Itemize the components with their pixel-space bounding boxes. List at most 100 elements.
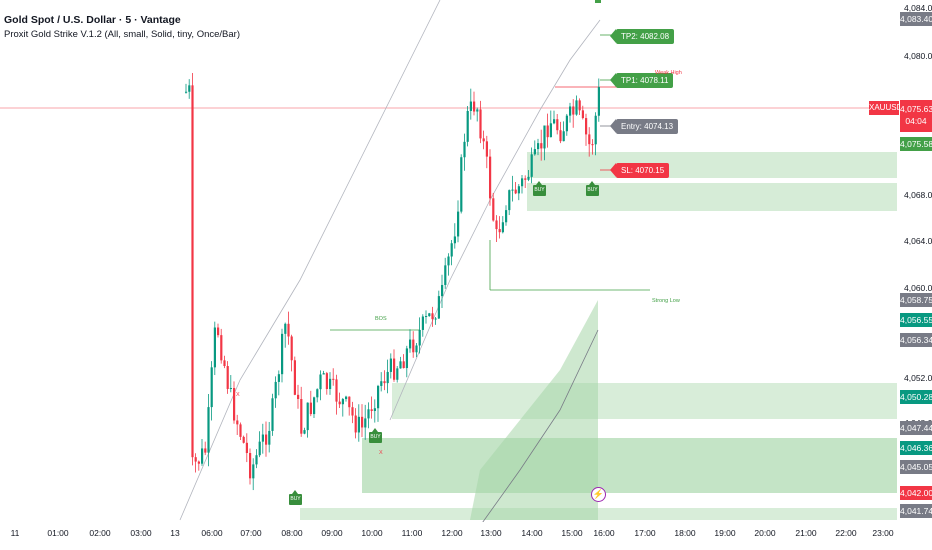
candle-body [479,109,482,139]
candle-body [393,358,396,380]
candle-body [242,436,245,443]
candle-body [277,374,280,382]
candle-body [415,345,418,353]
candle-body [249,453,252,479]
candle-body [460,157,463,212]
candle-body [373,408,376,411]
candle-body [252,464,255,479]
indicator-legend[interactable]: Proxit Gold Strike V.1.2 (All, small, So… [4,29,241,40]
candle-body [425,316,428,318]
candle-body [306,402,309,431]
candle-body [505,210,508,223]
candle-body [377,385,380,409]
time-tick: 08:00 [281,528,303,538]
demand-zone [362,438,897,493]
time-tick: 03:00 [130,528,152,538]
candle-body [588,134,591,145]
candle-body [185,91,188,93]
candle-body [364,418,367,428]
chart-title[interactable]: Gold Spot / U.S. Dollar · 5 · Vantage [4,14,181,26]
candle-body [191,85,194,458]
candle-body [569,106,572,116]
time-tick: 11:00 [401,528,423,538]
demand-zone [392,383,897,419]
candle-body [229,388,232,390]
candle-body [495,220,498,230]
time-tick: 13:00 [480,528,502,538]
entry-label: Entry: 4074.13 [609,119,679,134]
candle-body [591,144,594,146]
candle-body [348,396,351,408]
candle-body [210,367,213,408]
candle-body [335,379,338,402]
channel-line [179,0,441,521]
candle-body [517,186,520,194]
candle-body [316,389,319,398]
candle-body [258,441,261,456]
price-label: 4,050.28 [900,390,932,404]
candle-body [514,189,517,194]
candle-body [322,373,325,375]
candle-body [293,360,296,395]
candle-body [201,448,204,464]
candle-body [303,430,306,434]
candle-body [466,110,469,142]
candle-body [565,115,568,132]
candle-body [332,378,335,380]
candle-body [501,222,504,233]
candle-body [559,130,562,142]
candle-body [469,101,472,111]
lightning-icon[interactable]: ⚡ [591,487,606,502]
time-tick: 15:00 [561,528,583,538]
time-tick: 20:00 [754,528,776,538]
candle-body [405,348,408,369]
candle-body [239,424,242,437]
candle-body [521,178,524,187]
price-tick: 4,068.00 [904,190,932,200]
candle-body [300,399,303,434]
time-tick: 14:00 [521,528,543,538]
price-label: 4,046.36 [900,441,932,455]
candle-body [527,176,530,180]
buy-signal-icon: BUY [369,428,382,443]
candle-body [511,189,514,191]
tp1-label: TP1: 4078.11 [609,73,674,88]
candle-body [271,398,274,431]
time-tick: 06:00 [201,528,223,538]
candle-body [217,327,220,336]
candle-body [290,336,293,361]
candle-body [485,141,488,157]
candle-body [194,457,197,462]
candle-body [197,461,200,464]
price-label: 4,056.55 [900,313,932,327]
candle-body [431,313,434,320]
x-marker: X [236,392,240,398]
candle-body [261,434,264,442]
bos-label: BOS [375,316,387,322]
price-label: 4,047.44 [900,421,932,435]
time-tick: 01:00 [47,528,69,538]
candle-body [428,313,431,317]
time-tick: 19:00 [714,528,736,538]
candle-body [341,399,344,405]
candle-body [402,361,405,369]
candle-body [287,323,290,337]
candle-body [274,381,277,399]
candle-body [453,236,456,244]
candle-body [444,265,447,285]
candle-body [284,323,287,334]
candle-body [354,415,357,433]
candle-body [457,211,460,237]
candle-body [389,358,392,372]
buy-signal-icon: BUY [289,490,302,505]
candle-body [386,371,389,384]
candle-body [581,110,584,119]
candle-body [399,361,402,369]
candle-body [236,420,239,425]
countdown-timer: 04:04 [905,116,927,126]
candle-body [370,409,373,411]
strong-low-label: Strong Low [652,298,680,304]
price-label: 4,083.40 [900,12,932,26]
